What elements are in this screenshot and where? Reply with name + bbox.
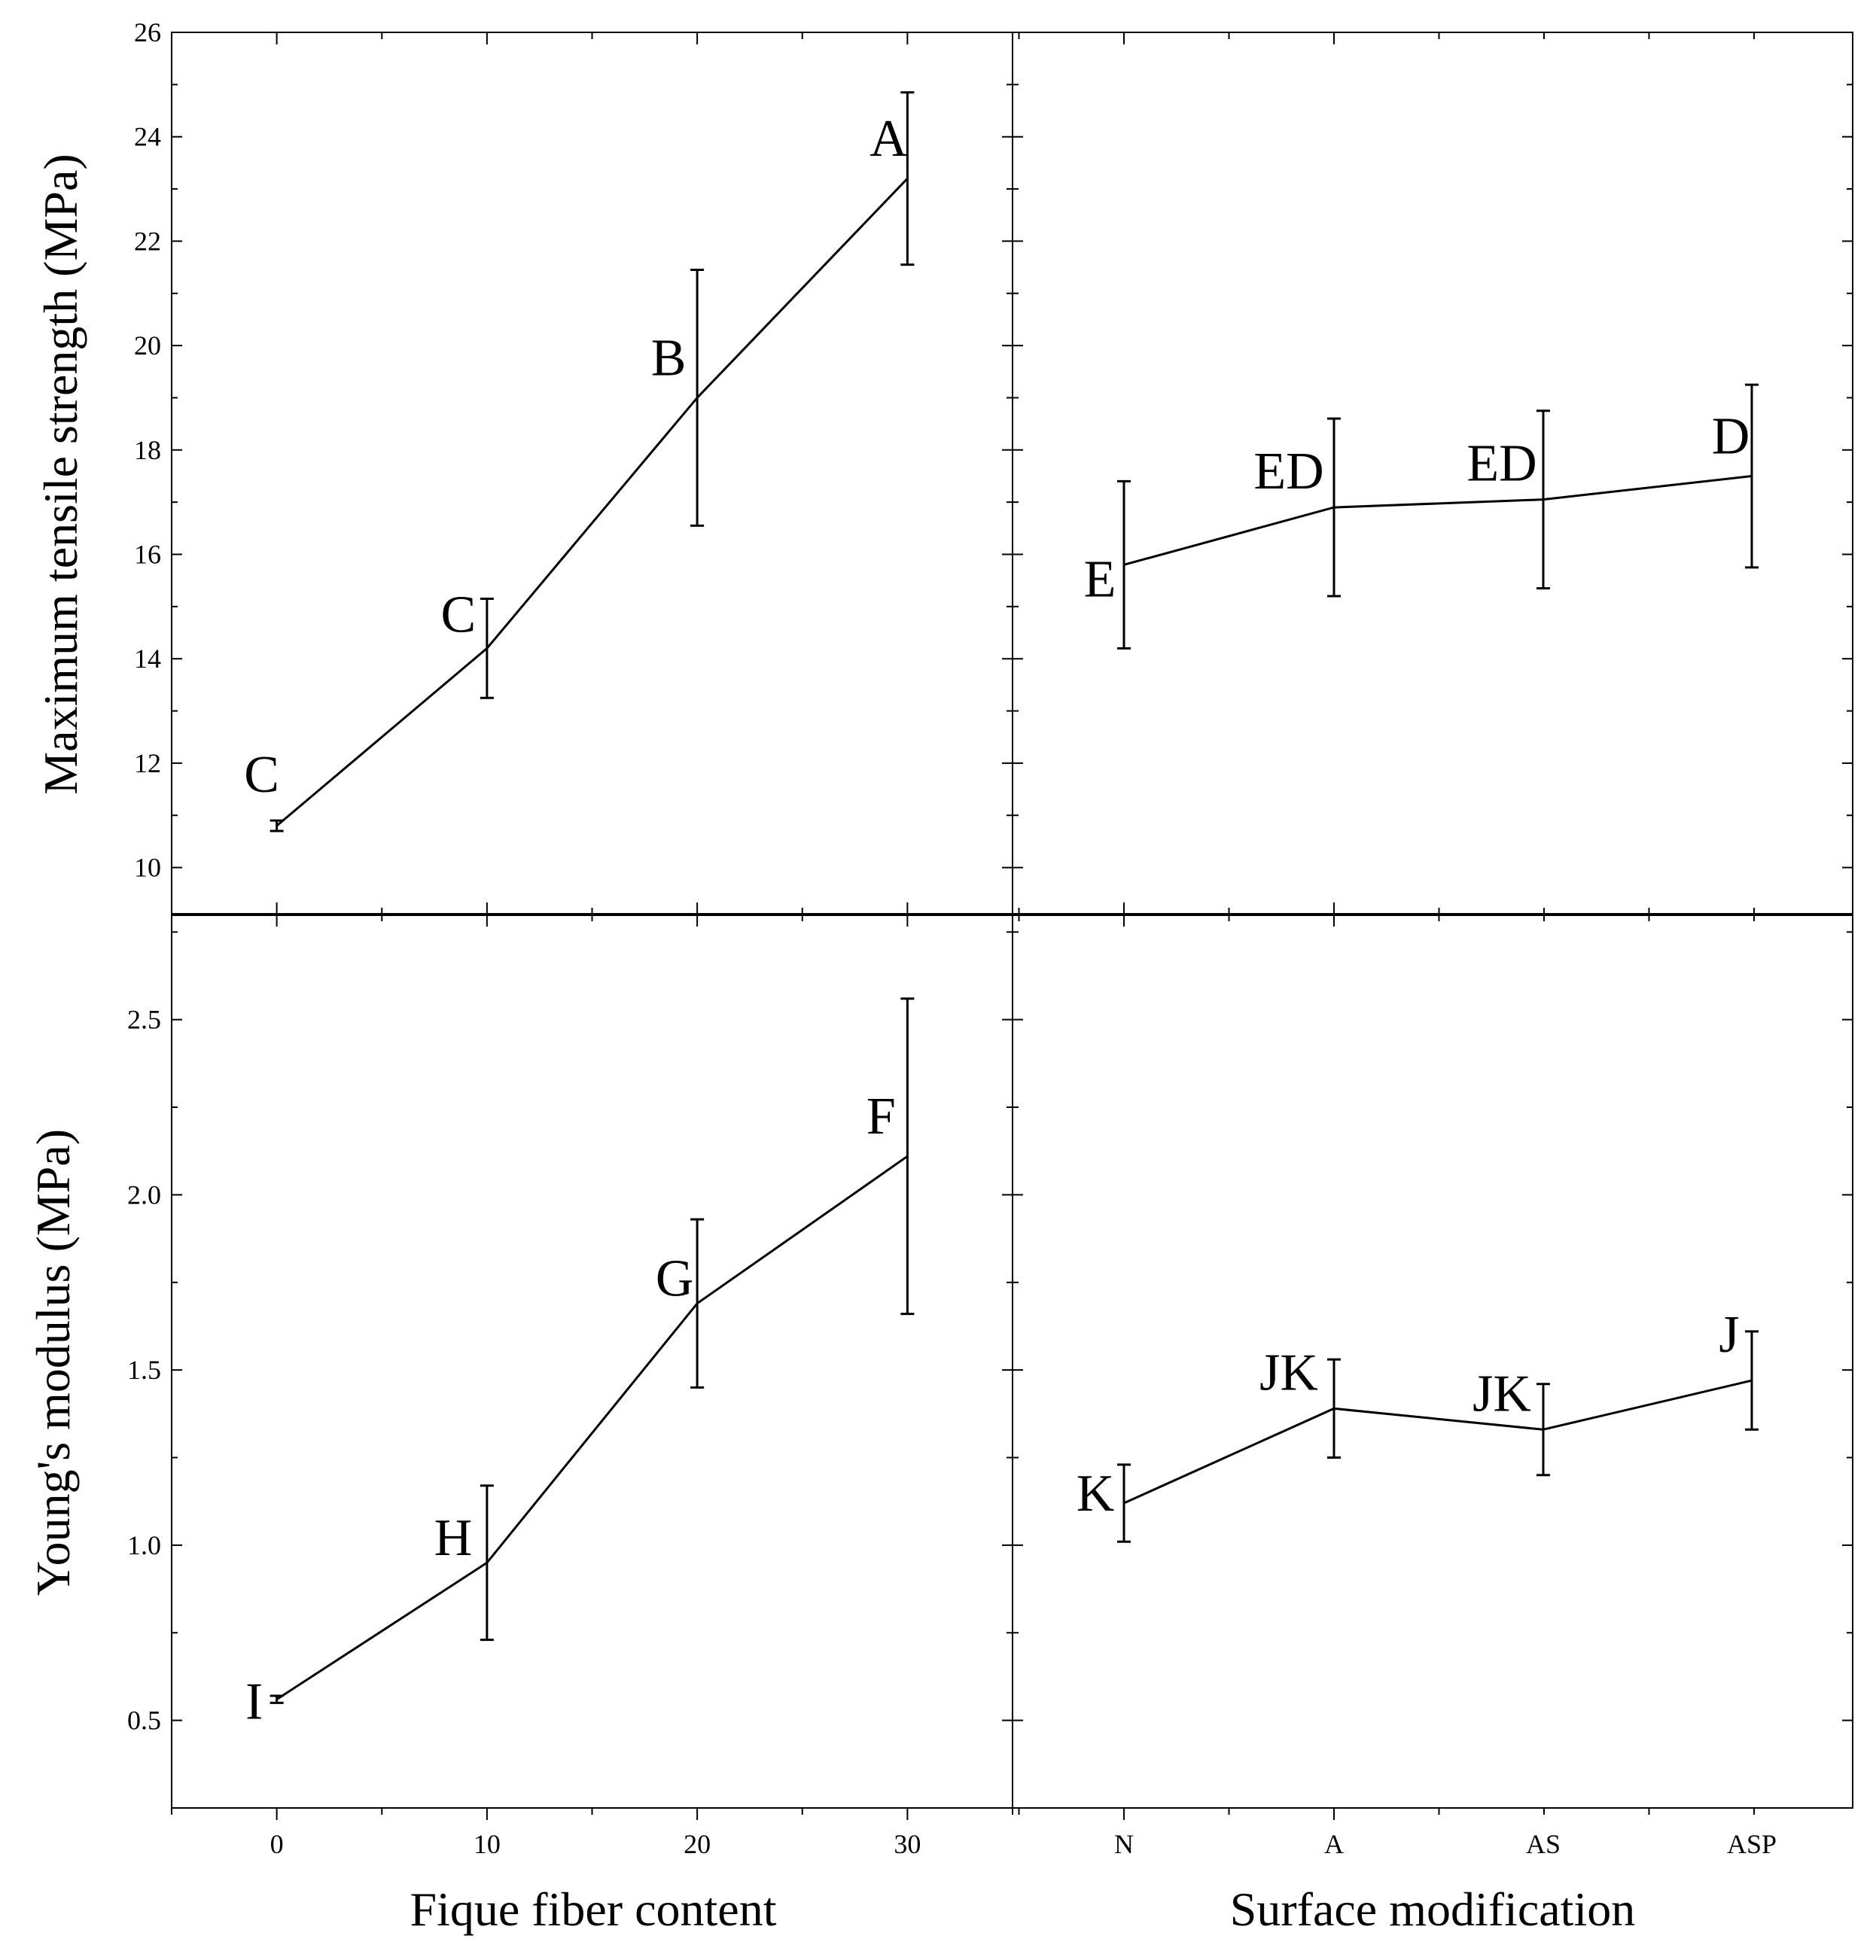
significance-letter: F (866, 1088, 896, 1146)
y-tick-label: 0.5 (127, 1706, 161, 1736)
x-tick-label: AS (1526, 1829, 1561, 1859)
significance-letter: D (1712, 407, 1750, 465)
y-tick-label: 16 (134, 539, 161, 569)
x-tick-label: 20 (684, 1829, 711, 1859)
y-tick-label: 18 (134, 435, 161, 465)
x-axis-title-left: Fique fiber content (410, 1882, 777, 1936)
significance-letter: ED (1466, 435, 1536, 493)
significance-letter: J (1719, 1306, 1739, 1364)
significance-letter: K (1077, 1465, 1115, 1523)
y-tick-label: 10 (134, 853, 161, 883)
significance-letter: C (441, 586, 477, 644)
y-tick-label: 24 (134, 122, 161, 152)
y-axis-title-bottom: Young's modulus (MPa) (26, 1129, 80, 1596)
significance-letter: C (244, 746, 279, 804)
y-tick-label: 1.0 (127, 1530, 161, 1560)
y-tick-label: 26 (134, 17, 161, 47)
series-line-3 (1123, 1379, 1753, 1505)
significance-letter: A (869, 110, 908, 168)
significance-letter: JK (1259, 1344, 1318, 1402)
x-tick-label: 0 (270, 1829, 284, 1859)
series-line-0 (276, 178, 909, 827)
x-tick-label: A (1324, 1829, 1344, 1859)
x-tick-label: N (1114, 1829, 1134, 1859)
y-tick-label: 2.0 (127, 1179, 161, 1210)
y-tick-label: 12 (134, 748, 161, 778)
significance-letter: JK (1472, 1365, 1531, 1423)
x-axis-title-right: Surface modification (1230, 1882, 1635, 1936)
y-tick-label: 2.5 (127, 1005, 161, 1035)
chart-marks: C C B A E ED ED D I H G F K JK JK J (244, 91, 1759, 1731)
significance-letter: G (656, 1250, 694, 1308)
series-line-1 (1123, 474, 1753, 566)
significance-letter: B (651, 329, 687, 387)
significance-letter: ED (1253, 443, 1323, 501)
x-tick-label: 30 (894, 1829, 921, 1859)
axis-ticks (171, 32, 1853, 1820)
significance-letter: E (1084, 550, 1116, 608)
axis-tick-labels: 10 12 14 16 18 20 22 24 26 0.5 1.0 1.5 2.0 2.5 0 10 20 30… (127, 17, 1777, 1859)
y-axis-title-top: Maximum tensile strength (MPa) (34, 154, 87, 794)
x-tick-label: ASP (1727, 1829, 1777, 1859)
y-tick-label: 14 (134, 644, 161, 674)
significance-letter: I (245, 1673, 263, 1731)
y-tick-label: 1.5 (127, 1355, 161, 1385)
y-tick-label: 20 (134, 330, 161, 361)
y-tick-label: 22 (134, 226, 161, 256)
significance-letter: H (434, 1509, 473, 1567)
x-tick-label: 10 (474, 1829, 501, 1859)
series-line-2 (276, 1155, 909, 1700)
